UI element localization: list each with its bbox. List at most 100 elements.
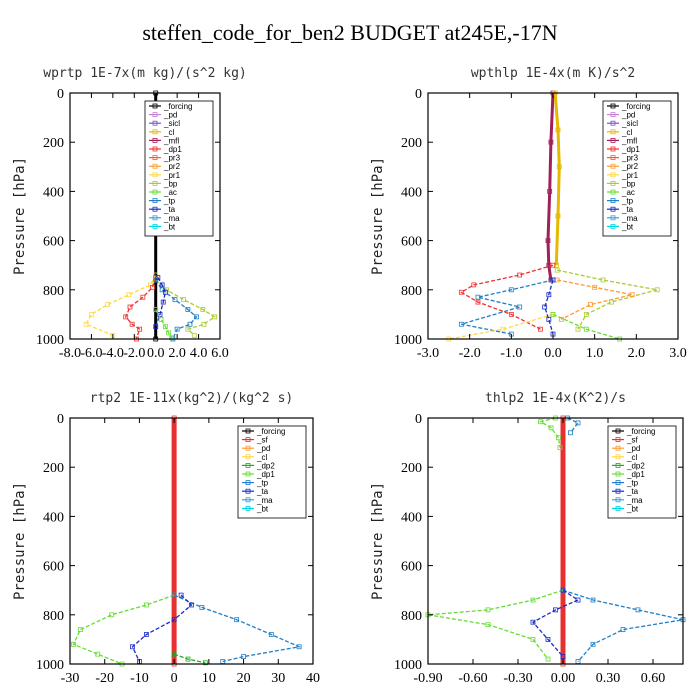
data-point [130,644,135,650]
legend-entry: _tp [256,479,269,488]
x-tick-label: -0.30 [503,671,532,686]
legend-marker [610,180,616,186]
x-tick-label: -4.0 [102,346,124,361]
legend-entry: _ma [621,214,638,223]
data-point [654,287,660,293]
data-point [590,597,596,603]
legend-entry: _pr3 [163,154,181,163]
data-point [545,637,551,642]
legend-entry: _tp [626,479,639,488]
legend-entry: _sf [256,436,268,445]
series-line [531,589,580,658]
legend-entry: _dp1 [626,470,645,479]
x-tick-label: -3.0 [417,346,439,361]
x-tick-label: -6.0 [80,346,102,361]
legend-entry: _ac [621,188,635,197]
data-point [475,294,481,300]
legend-marker [152,129,158,135]
data-point [555,127,561,133]
plot-title: wpthlp 1E-4x(m K)/s^2 [471,66,635,81]
data-point [547,188,553,194]
legend-entry: _pd [163,111,177,120]
series-line [173,594,302,663]
series-line [461,279,554,335]
legend-marker [615,497,621,503]
data-point [78,627,83,632]
legend-marker [245,471,251,477]
legend-marker [610,206,616,212]
x-tick-label: 40 [306,671,320,686]
x-tick-label: 2.0 [628,346,646,361]
data-point [95,651,101,657]
data-point [153,307,159,312]
data-point [171,651,177,657]
data-point [575,597,581,603]
legend-marker [152,163,158,169]
data-point [202,660,208,666]
data-point [546,316,552,322]
data-point [554,267,560,273]
data-point [557,445,563,450]
data-point [629,292,635,298]
x-tick-label: -0.90 [413,671,442,686]
data-point [530,637,536,642]
data-point [542,304,548,310]
data-point [538,419,543,425]
data-point [471,282,477,288]
legend-marker [152,172,158,178]
data-point [555,213,561,219]
data-point [194,314,199,320]
y-axis-label: Pressure [hPa] [370,482,386,600]
series-line [567,417,580,434]
legend-entry: _ac [163,188,177,197]
data-point [150,284,155,290]
legend-entry: _mfl [621,136,637,145]
data-point [126,292,132,298]
series-line [562,589,684,662]
legend-entry: _pr2 [621,162,639,171]
legend-marker [245,437,251,443]
legend-entry: _dp2 [256,461,275,470]
data-point [166,330,171,336]
data-point [212,314,218,320]
legend-entry: _ta [256,487,269,496]
plot-title: thlp2 1E-4x(K^2)/s [485,391,626,406]
series-line [544,279,554,335]
y-tick-label: 0 [57,412,64,427]
legend-entry: _dp2 [626,461,645,470]
data-point [548,425,554,431]
data-point [546,292,552,298]
legend-marker [610,198,616,204]
y-tick-label: 200 [401,136,422,151]
y-axis-label: Pressure [hPa] [12,157,28,275]
data-point [568,430,573,436]
y-tick-label: 800 [401,609,422,624]
legend-marker [152,146,158,152]
data-point [199,605,205,610]
x-tick-label: -10 [130,671,149,686]
x-tick-label: 0.0 [544,346,562,361]
legend-marker [245,428,251,434]
legend-marker [245,454,251,460]
legend-marker [615,471,621,477]
series-line [557,279,633,320]
data-point [575,420,581,426]
data-point [185,656,191,662]
series-line [460,264,554,330]
data-point [127,304,133,310]
x-tick-label: 4.0 [190,346,208,361]
legend-marker [615,437,621,443]
legend-entry: _dp1 [621,145,640,154]
legend-entry: _mfl [163,136,179,145]
legend-marker [245,462,251,468]
data-point [83,321,89,327]
data-point [155,275,161,280]
data-point [89,311,94,317]
data-point [635,607,641,613]
y-tick-label: 0 [415,412,422,427]
data-point [185,307,191,312]
data-point [558,316,564,322]
data-point [162,289,168,295]
legend-marker [610,129,616,135]
series-line [553,92,561,266]
